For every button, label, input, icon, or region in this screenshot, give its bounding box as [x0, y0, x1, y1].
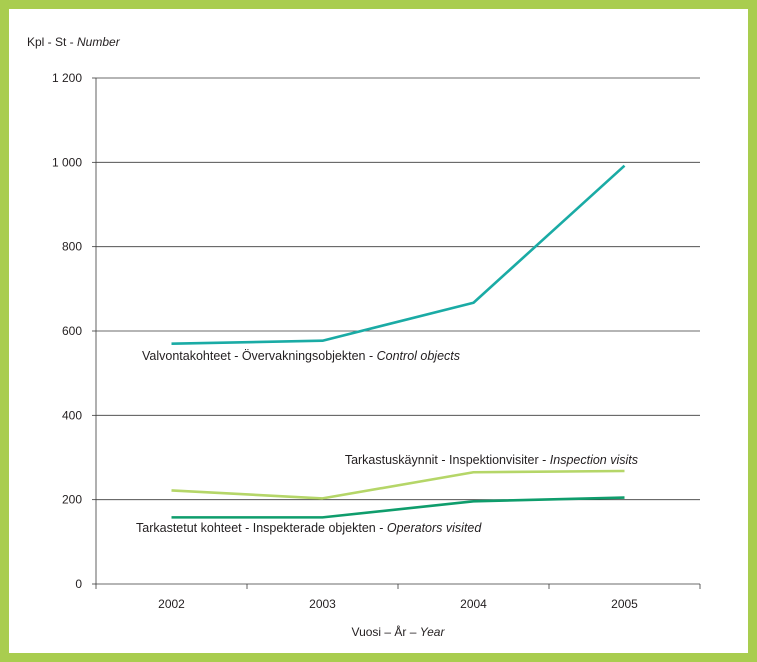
y-tick-label: 1 000: [52, 155, 82, 169]
y-axis-title: Kpl - St - Number: [27, 35, 121, 49]
x-tick-label: 2005: [611, 597, 638, 611]
series-line-1: [171, 164, 626, 345]
series-line-3: [171, 496, 625, 519]
y-tick-label: 600: [62, 324, 82, 338]
series-label-1: Valvontakohteet - Övervakningsobjekten -…: [142, 349, 460, 363]
x-tick-label: 2004: [460, 597, 487, 611]
series-label-2: Tarkastuskäynnit - Inspektionvisiter - I…: [345, 453, 638, 467]
series-label-3: Tarkastetut kohteet - Inspekterade objek…: [136, 521, 482, 535]
x-tick-label: 2002: [158, 597, 185, 611]
x-axis-title: Vuosi – År – Year: [352, 624, 446, 639]
y-tick-label: 400: [62, 408, 82, 422]
x-tick-label: 2003: [309, 597, 336, 611]
series-line-2: [171, 469, 625, 500]
y-tick-label: 800: [62, 240, 82, 254]
y-tick-label: 0: [75, 577, 82, 591]
y-tick-label: 200: [62, 493, 82, 507]
y-tick-label: 1 200: [52, 71, 82, 85]
